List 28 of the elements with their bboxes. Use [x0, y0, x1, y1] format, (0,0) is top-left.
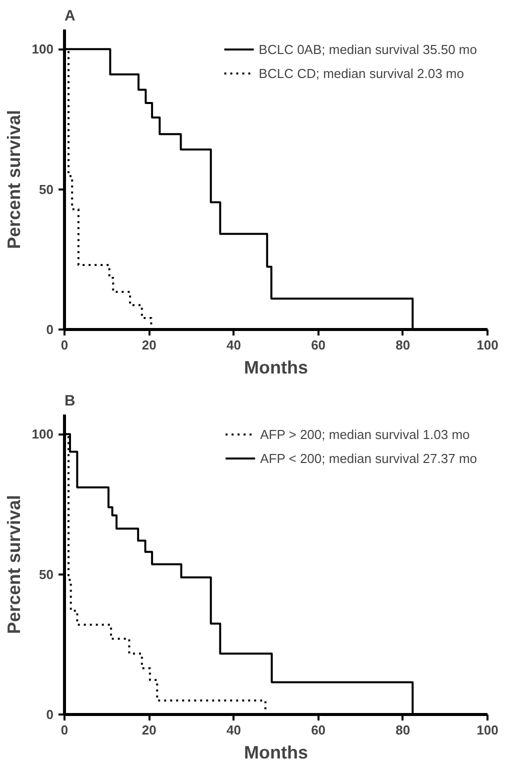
x-axis-title: Months — [244, 742, 308, 762]
y-tick-label: 100 — [32, 42, 54, 57]
x-tick-label: 40 — [226, 722, 241, 738]
chart-title: B — [64, 392, 76, 410]
legend-label: BCLC CD; median survival 2.03 mo — [258, 66, 464, 80]
x-tick-label: 60 — [311, 338, 326, 352]
x-tick-label: 20 — [142, 338, 156, 352]
x-axis-title: Months — [244, 358, 308, 378]
legend-label: AFP < 200; median survival 27.37 mo — [260, 450, 477, 466]
y-tick-label: 50 — [39, 566, 54, 582]
y-tick-label: 50 — [39, 182, 54, 197]
chart-title: A — [64, 8, 76, 24]
x-tick-label: 0 — [60, 722, 68, 738]
y-tick-label: 0 — [46, 707, 54, 722]
x-tick-label: 20 — [142, 722, 156, 738]
x-tick-label: 0 — [60, 338, 68, 352]
x-tick-label: 100 — [476, 338, 498, 352]
x-tick-label: 100 — [476, 722, 498, 738]
y-axis-title: Percent survival — [4, 110, 24, 250]
y-axis-title: Percent survival — [4, 494, 24, 634]
x-tick-label: 60 — [311, 722, 326, 738]
y-tick-label: 0 — [46, 322, 54, 337]
x-tick-label: 40 — [226, 338, 241, 352]
y-tick-label: 100 — [32, 426, 54, 442]
x-tick-label: 80 — [396, 338, 410, 352]
legend-label: AFP > 200; median survival 1.03 mo — [260, 426, 470, 442]
x-tick-label: 80 — [396, 722, 410, 738]
legend-label: BCLC 0AB; median survival 35.50 mo — [258, 42, 477, 56]
